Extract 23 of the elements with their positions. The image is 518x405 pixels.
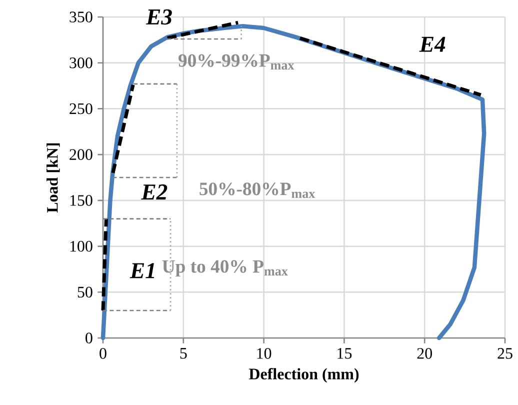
y-tick-label: 250	[70, 103, 92, 114]
y-tick-label: 100	[70, 240, 92, 252]
annotation: 90%-99%P$_{max}$	[178, 54, 294, 70]
y-tick-label: 300	[70, 57, 92, 68]
y-tick-label: 50	[78, 286, 92, 298]
y-tick-label: 350	[70, 12, 92, 22]
y-axis-title: Load [kN]	[46, 143, 60, 213]
x-tick-label: 0	[100, 348, 106, 359]
y-tick-label: 0	[86, 332, 92, 344]
annotation: Up to 40% P$_{max}$	[162, 260, 288, 277]
annotation: E3	[146, 9, 172, 25]
annotation: E1	[130, 263, 154, 278]
x-tick-label: 5	[180, 348, 187, 359]
x-axis-title: Deflection (mm)	[248, 368, 359, 383]
x-tick-label: 15	[338, 348, 352, 359]
annotation: E4	[419, 36, 446, 52]
y-tick-label: 150	[70, 195, 92, 206]
annotation: 50%-80%P$_{max}$	[200, 182, 316, 198]
x-tick-label: 20	[417, 348, 432, 359]
x-tick-label: 10	[257, 348, 272, 359]
annotation: E2	[141, 184, 168, 200]
x-tick-label: 25	[498, 348, 512, 359]
y-tick-label: 200	[70, 149, 92, 160]
